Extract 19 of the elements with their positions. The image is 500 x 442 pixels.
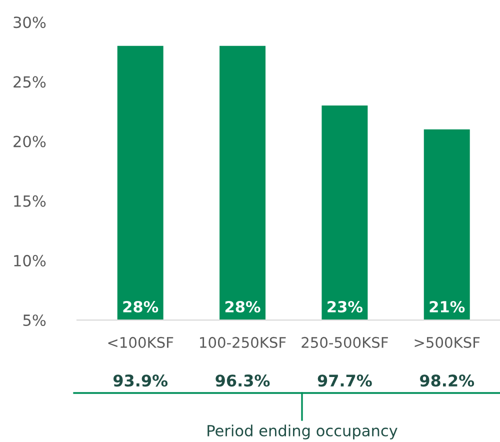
y-tick-label: 30% (14, 16, 46, 28)
y-tick-label: 20% (14, 136, 46, 148)
y-tick-label: 25% (14, 76, 46, 88)
text: 96.3% (216, 374, 270, 387)
y-tick-label: 5% (23, 314, 46, 326)
text: 98.2% (420, 374, 474, 387)
text: 97.7% (318, 374, 372, 387)
x-tick-label: 100-250KSF (200, 336, 286, 348)
x-tick-label: 250-500KSF (302, 336, 388, 348)
x-tick-label: <100KSF (108, 336, 174, 348)
y-tick-label: 10% (14, 254, 46, 266)
data-label: 21% (430, 300, 465, 313)
text: 93.9% (113, 374, 168, 387)
x-tick-label: >500KSF (414, 336, 480, 348)
data-label: 28% (225, 300, 260, 313)
data-label: 23% (328, 300, 362, 313)
data-label: 28% (123, 300, 158, 313)
text: Period ending occupancy (208, 424, 398, 440)
y-tick-label: 15% (14, 195, 46, 207)
